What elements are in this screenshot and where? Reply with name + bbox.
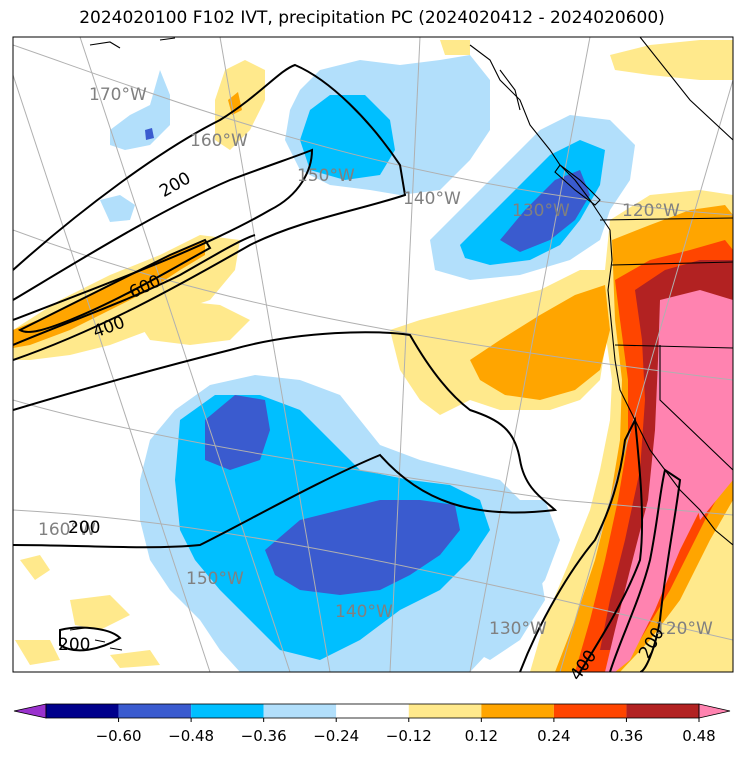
lon-label-120w-south: 120°W (655, 619, 713, 639)
vancouver-island (554, 164, 601, 206)
contour-label-200-south: 200 (68, 518, 100, 538)
latitude-line-north (13, 44, 733, 216)
colorbar-extend-high (698, 703, 731, 719)
colorbar-extend-low (13, 703, 47, 719)
meridian-150w (219, 37, 331, 672)
ivt-contour-400-south (519, 416, 644, 672)
lon-label-160w-south: 160°W (38, 520, 96, 540)
light-blue-patch-small (100, 195, 135, 222)
meridian-120w (559, 79, 733, 672)
lon-label-120w: 120°W (622, 201, 680, 221)
coastlines (69, 37, 733, 651)
latitude-line-mid (13, 229, 733, 381)
north-american-coastline (469, 44, 733, 546)
colorbar-tick-label: −0.60 (96, 727, 142, 745)
orange-band-west (13, 240, 205, 348)
colorbar-segment (336, 704, 409, 718)
lon-label-140w-south: 140°W (335, 602, 393, 622)
colorbar-segment (46, 704, 119, 718)
graticule (13, 37, 733, 672)
orange-region-offshore (470, 285, 610, 400)
colorbar-segment (191, 704, 264, 718)
colorbar-tick-label: 0.36 (610, 727, 643, 745)
ivt-contour-600 (17, 238, 212, 333)
state-border-ca-nv (659, 345, 733, 471)
alaska-islands (89, 37, 521, 111)
latitude-line-south (13, 399, 733, 516)
light-blue-patch-west (110, 70, 170, 150)
lon-label-160w: 160°W (190, 131, 248, 151)
meridian-130w (469, 37, 591, 672)
dark-blue-patch-north (145, 128, 154, 140)
yellow-patch-scatter (130, 300, 250, 345)
ivt-contour-200-inner (13, 148, 314, 321)
lon-label-170w: 170°W (89, 85, 147, 105)
map-panel (13, 37, 733, 672)
colorbar-tick-label: 0.24 (537, 727, 570, 745)
state-border-or-ca (614, 344, 733, 349)
lon-label-140w: 140°W (403, 189, 461, 209)
ivt-contour-400 (13, 234, 256, 346)
colorbar-tick-label: −0.36 (241, 727, 287, 745)
colorbar-tick-label: 0.12 (465, 727, 498, 745)
lon-label-150w: 150°W (297, 166, 355, 186)
colorbar-segment (408, 704, 482, 718)
colorbar-tick-label: −0.12 (386, 727, 432, 745)
colorbar-segment (118, 704, 192, 718)
meridian-170w (13, 74, 211, 672)
colorbar-segment (553, 704, 627, 718)
state-border-wa-or (611, 261, 733, 266)
colorbar: −0.60 −0.48 −0.36 −0.24 −0.12 0.12 0.24 0.36 0.4… (13, 703, 731, 745)
meridian-160w (79, 37, 291, 672)
map-frame (12, 36, 734, 673)
light-blue-patch-bottom (470, 560, 545, 660)
ivt-contour-200-south (13, 331, 558, 549)
canada-us-border (599, 217, 733, 221)
colorbar-frame (45, 703, 700, 719)
yellow-patches-southwest (15, 555, 160, 668)
meridian-140w (389, 37, 421, 672)
contour-label-200-west: 200 (58, 635, 90, 655)
colorbar-segment (626, 704, 699, 718)
yellow-patch-top (440, 40, 470, 55)
ivt-contour-200-north (13, 63, 407, 361)
lon-label-130w: 130°W (512, 201, 570, 221)
ivt-contour-200-west (59, 626, 122, 652)
orange-patch-north (228, 92, 242, 115)
map-title: 2024020100 F102 IVT, precipitation PC (2… (79, 8, 665, 28)
yellow-patch-top-right (610, 40, 733, 80)
dark-blue-region-south-b (265, 500, 460, 595)
ivt-contours (13, 63, 682, 672)
lon-label-130w-south: 130°W (489, 619, 547, 639)
colorbar-tick-label: −0.48 (168, 727, 214, 745)
lon-label-150w-south: 150°W (186, 569, 244, 589)
colorbar-tick-label: 0.48 (682, 727, 715, 745)
latitude-line-far-south (13, 509, 733, 641)
province-border (639, 37, 733, 141)
colorbar-segment (481, 704, 554, 718)
colorbar-tick-label: −0.24 (313, 727, 359, 745)
dark-blue-region-south-a (205, 395, 270, 470)
dark-blue-region-coast (500, 170, 590, 252)
longitude-labels: 170°W 160°W 150°W 140°W 130°W 120°W 160°… (38, 85, 713, 639)
colorbar-segment (263, 704, 337, 718)
ivt-contour-200-southeast (609, 468, 682, 672)
